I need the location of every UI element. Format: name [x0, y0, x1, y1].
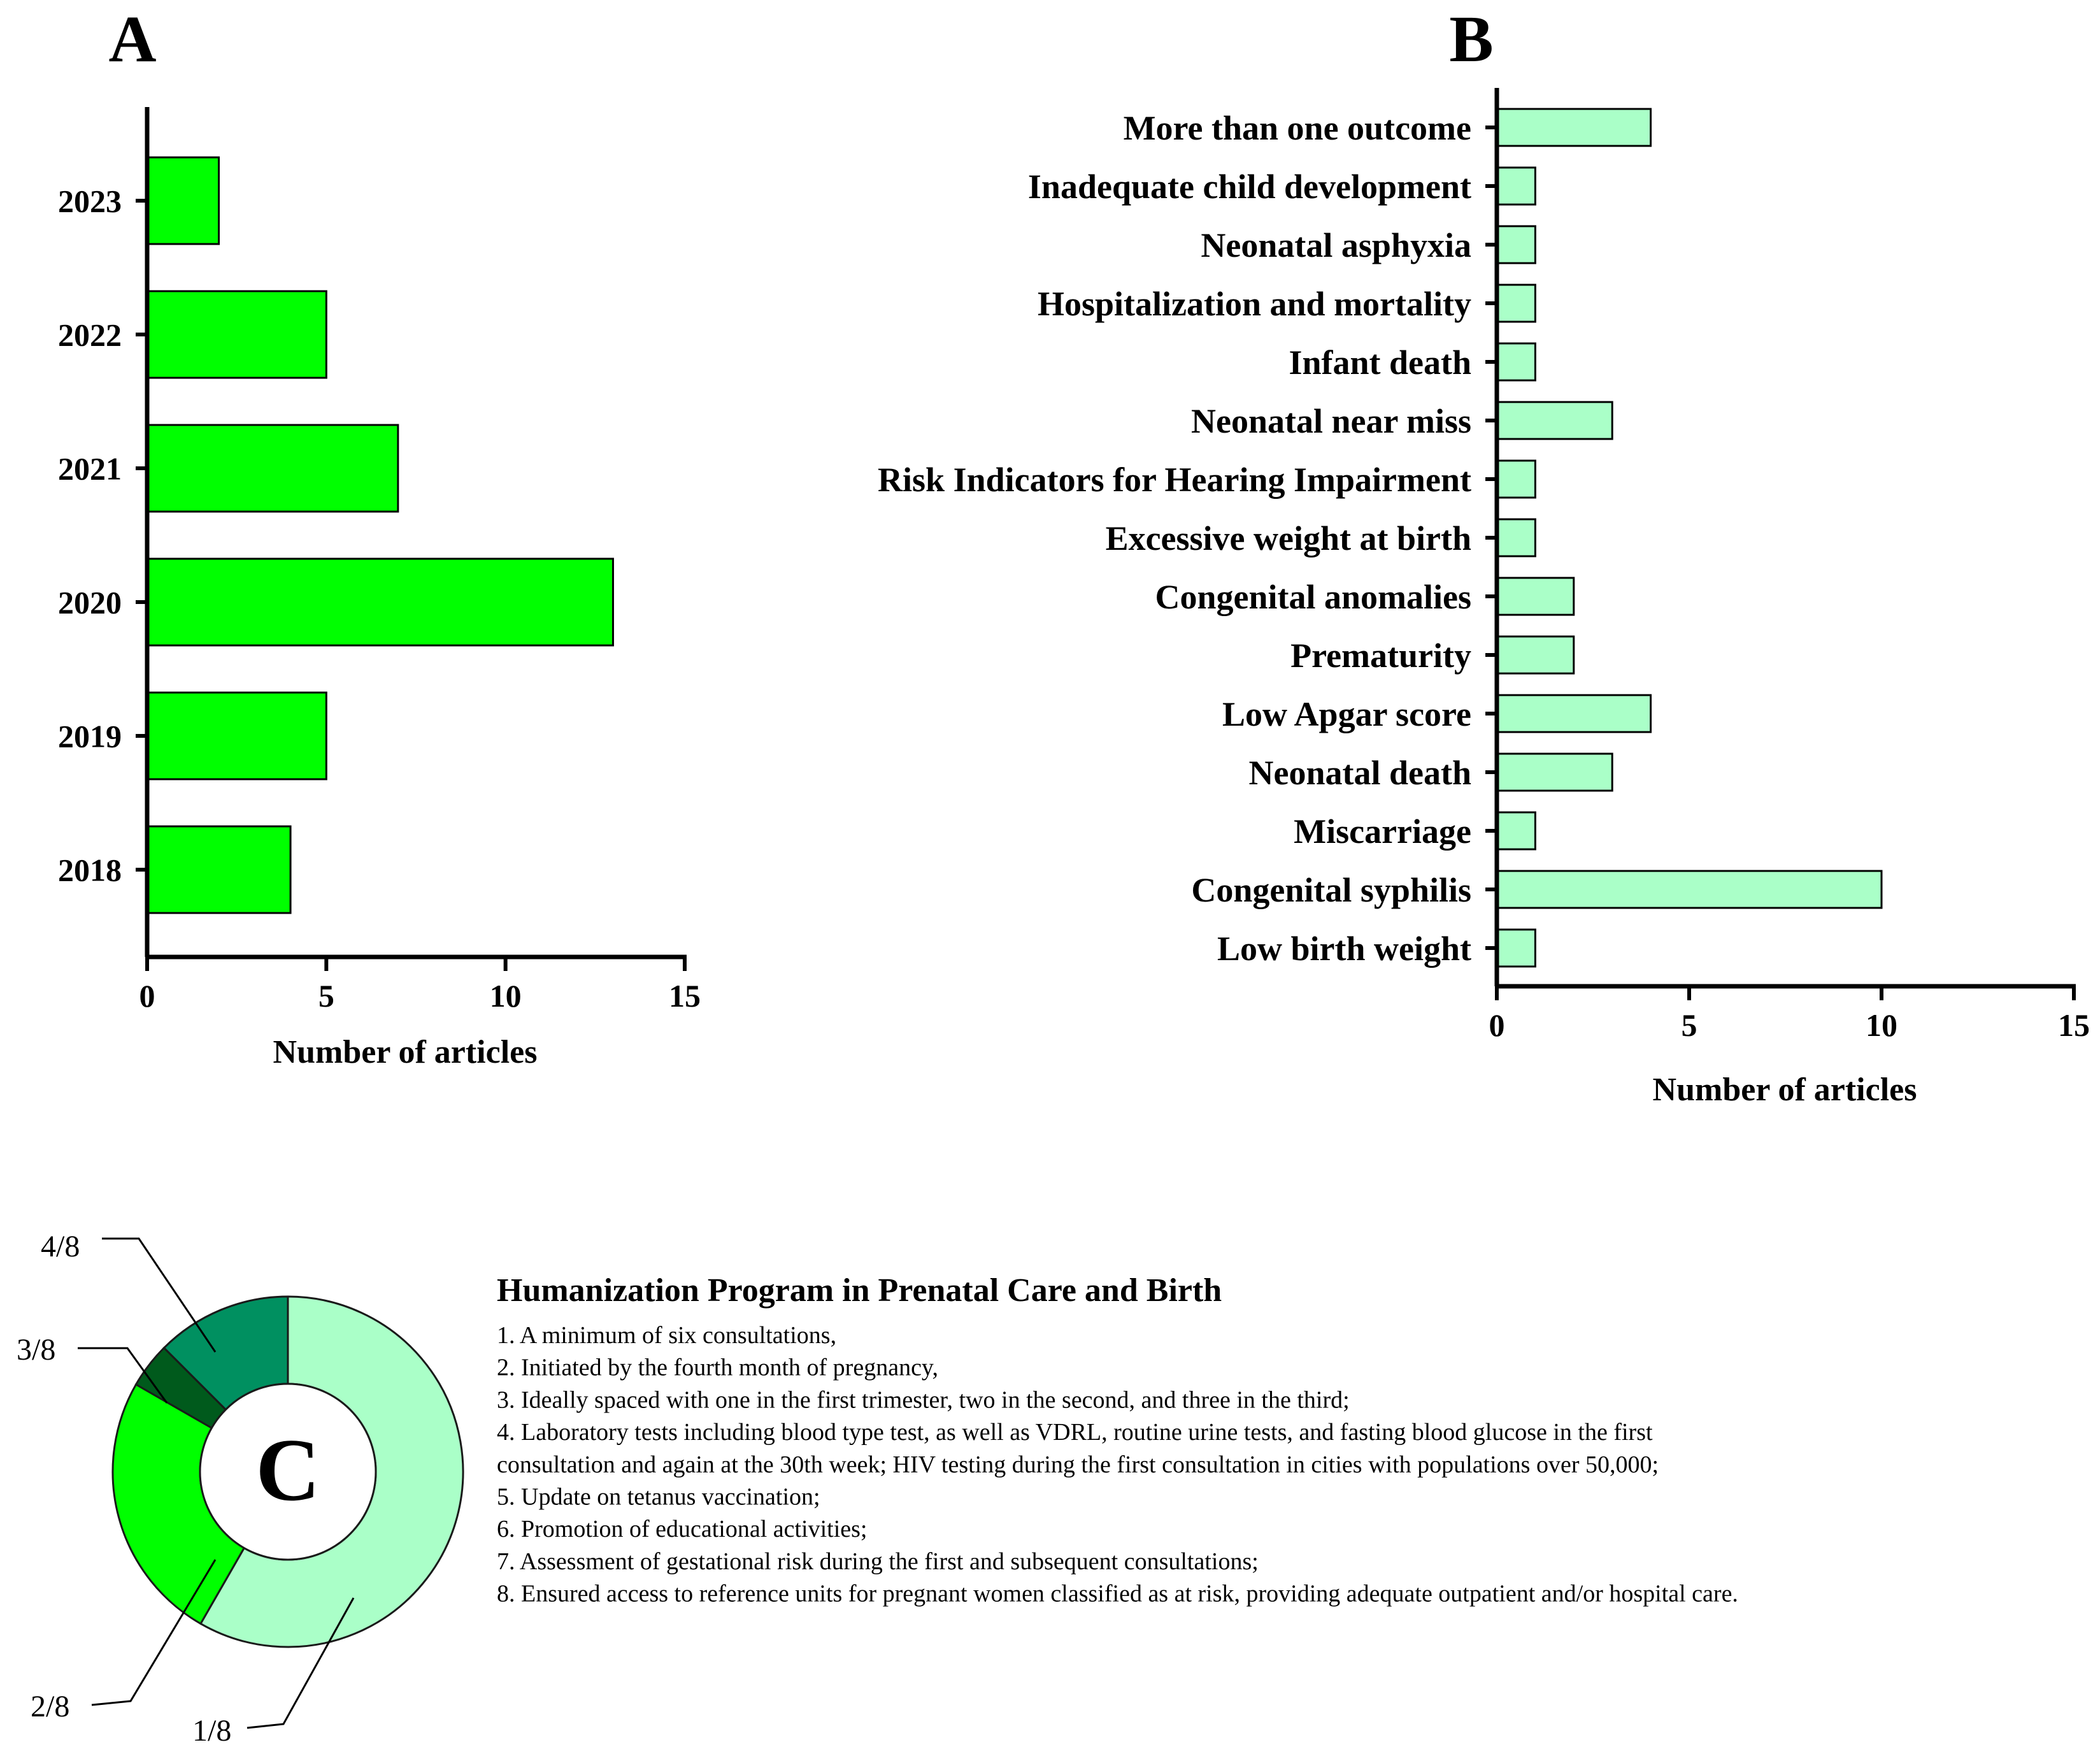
x-tick-label-10: 10 — [1866, 1007, 1897, 1043]
bar-low-apgar-score — [1496, 694, 1652, 733]
leader-3-8 — [78, 1347, 168, 1404]
panel-c-leader-lines — [78, 1237, 355, 1729]
bar-2021 — [146, 424, 399, 513]
bar-2022 — [146, 290, 327, 379]
bar-neonatal-asphyxia — [1496, 225, 1536, 264]
category-label-2020: 2020 — [58, 585, 122, 621]
slice-label-3-8: 3/8 — [17, 1333, 55, 1367]
category-label-2018: 2018 — [58, 852, 122, 888]
category-label-neonatal-asphyxia: Neonatal asphyxia — [1201, 226, 1471, 264]
leader-1-8 — [246, 1597, 355, 1729]
bar-2018 — [146, 825, 292, 914]
x-tick-label-5: 5 — [1682, 1007, 1697, 1043]
panel-b-chart: B More than one outcome Inadequate child … — [878, 3, 2090, 1108]
slice-label-4-8: 4/8 — [41, 1230, 80, 1263]
panel-b-letter: B — [1449, 3, 1493, 76]
legend-title: Humanization Program in Prenatal Care an… — [497, 1272, 1222, 1309]
bar-risk-indicators-for-hearing-impairment — [1496, 459, 1536, 499]
panel-a-x-ticks: 0 5 10 15 — [139, 978, 701, 1014]
slice-label-1-8: 1/8 — [192, 1714, 231, 1748]
legend-item: 6. Promotion of educational activities; — [497, 1516, 868, 1542]
leader-4-8 — [102, 1237, 217, 1353]
category-label-congenital-anomalies: Congenital anomalies — [1155, 578, 1471, 616]
bar-congenital-syphilis — [1496, 870, 1883, 909]
x-tick-label-15: 15 — [669, 978, 701, 1014]
bar-infant-death — [1496, 342, 1536, 382]
category-label-more-than-one-outcome: More than one outcome — [1124, 109, 1471, 147]
category-label-excessive-weight-at-birth: Excessive weight at birth — [1106, 519, 1471, 557]
legend-item: 5. Update on tetanus vaccination; — [497, 1484, 820, 1511]
bar-more-than-one-outcome — [1496, 108, 1652, 147]
category-label-2023: 2023 — [58, 183, 122, 219]
bar-low-birth-weight — [1496, 928, 1536, 968]
category-label-neonatal-near-miss: Neonatal near miss — [1191, 402, 1471, 440]
panel-a-category-labels: 2023 2022 2021 2020 2019 2018 — [58, 183, 122, 888]
panel-c-chart: C 4/8 3/8 2/8 1/8 Humanization Program i… — [17, 1230, 1738, 1748]
legend-list: 1. A minimum of six consultations, 2. Ini… — [497, 1322, 1738, 1607]
category-label-infant-death: Infant death — [1289, 343, 1471, 382]
panel-a-axes — [136, 107, 687, 971]
category-label-congenital-syphilis: Congenital syphilis — [1191, 871, 1471, 909]
panel-c-donut — [111, 1295, 464, 1648]
panel-b-axes — [1485, 88, 2076, 1000]
legend-item: 8. Ensured access to reference units for… — [497, 1581, 1738, 1607]
leader-2-8 — [91, 1559, 217, 1706]
bar-excessive-weight-at-birth — [1496, 518, 1536, 557]
bar-hospitalization-and-mortality — [1496, 284, 1536, 323]
x-tick-label-0: 0 — [1489, 1007, 1505, 1043]
bar-2023 — [146, 156, 220, 245]
legend-item: 7. Assessment of gestational risk during… — [497, 1548, 1259, 1575]
panel-a-letter: A — [108, 3, 156, 76]
legend-item: consultation and again at the 30th week;… — [497, 1451, 1659, 1478]
category-label-2019: 2019 — [58, 719, 122, 754]
panel-a-bars — [146, 156, 614, 914]
panel-b-bars — [1496, 108, 1883, 968]
category-label-neonatal-death: Neonatal death — [1249, 754, 1472, 792]
bar-inadequate-child-development — [1496, 166, 1536, 206]
bar-congenital-anomalies — [1496, 577, 1575, 616]
panel-b-category-labels: More than one outcome Inadequate child de… — [878, 109, 1471, 968]
category-label-prematurity: Prematurity — [1290, 636, 1471, 675]
category-label-inadequate-child-development: Inadequate child development — [1028, 168, 1471, 206]
category-label-2022: 2022 — [58, 317, 122, 353]
x-tick-label-5: 5 — [318, 978, 334, 1014]
slice-label-2-8: 2/8 — [31, 1690, 69, 1723]
x-tick-label-0: 0 — [139, 978, 155, 1014]
legend-item: 2. Initiated by the fourth month of preg… — [497, 1355, 938, 1381]
panel-b-x-ticks: 0 5 10 15 — [1489, 1007, 2090, 1043]
category-label-hospitalization-and-mortality: Hospitalization and mortality — [1038, 285, 1471, 323]
bar-2020 — [146, 557, 614, 647]
category-label-miscarriage: Miscarriage — [1294, 812, 1471, 851]
panel-a-chart: A 2023 2022 2021 2020 2019 2018 0 5 10 15 Number… — [58, 3, 701, 1070]
category-label-risk-indicators-for-hearing-impairment: Risk Indicators for Hearing Impairment — [878, 461, 1471, 499]
legend-item: 4. Laboratory tests including blood type… — [497, 1419, 1653, 1446]
donut-hole — [199, 1383, 377, 1561]
x-tick-label-10: 10 — [490, 978, 522, 1014]
x-tick-label-15: 15 — [2058, 1007, 2090, 1043]
panel-b-x-axis-title: Number of articles — [1653, 1072, 1917, 1108]
bar-neonatal-near-miss — [1496, 401, 1613, 440]
category-label-low-birth-weight: Low birth weight — [1217, 930, 1471, 968]
donut-center-letter: C — [255, 1421, 320, 1520]
category-label-low-apgar-score: Low Apgar score — [1222, 695, 1471, 733]
bar-neonatal-death — [1496, 752, 1613, 792]
bar-miscarriage — [1496, 811, 1536, 851]
legend-item: 1. A minimum of six consultations, — [497, 1322, 836, 1349]
panel-a-x-axis-title: Number of articles — [273, 1034, 538, 1070]
legend-item: 3. Ideally spaced with one in the first … — [497, 1386, 1350, 1413]
bar-2019 — [146, 691, 327, 780]
bar-prematurity — [1496, 635, 1575, 675]
category-label-2021: 2021 — [58, 451, 122, 487]
